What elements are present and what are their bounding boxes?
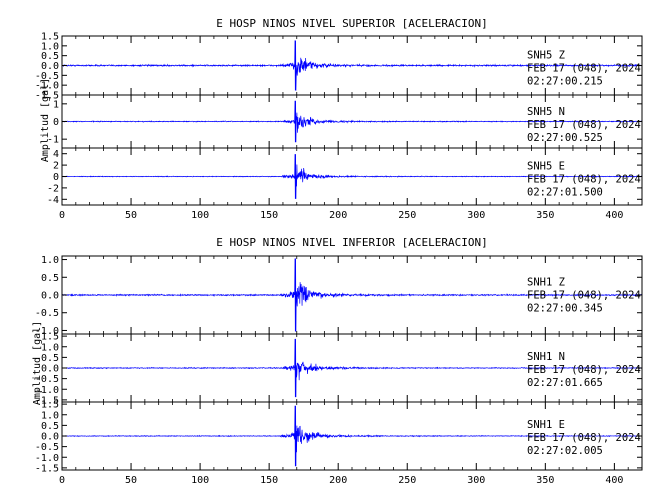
y-tick-label: 1.5 <box>41 32 59 43</box>
x-tick-label: 200 <box>329 210 347 221</box>
y-tick-label: 1.5 <box>41 332 59 343</box>
y-tick-label: 1.0 <box>41 255 59 266</box>
record-date: FEB 17 (048), 2024 <box>527 364 641 376</box>
y-tick-label: -1.5 <box>35 395 59 406</box>
station-name: SNH1 E <box>527 419 565 431</box>
record-date: FEB 17 (048), 2024 <box>527 290 641 302</box>
waveform-trace <box>61 100 643 143</box>
y-tick-label: 1.5 <box>41 400 59 411</box>
y-tick-label: -1 <box>47 135 59 146</box>
y-tick-label: 0.5 <box>41 273 59 284</box>
x-tick-label: 50 <box>125 210 137 221</box>
record-date: FEB 17 (048), 2024 <box>527 119 641 131</box>
x-tick-label: 150 <box>260 210 278 221</box>
y-tick-label: 0.0 <box>41 61 59 72</box>
y-tick-label: 1 <box>53 99 59 110</box>
y-tick-label: 0.0 <box>41 432 59 443</box>
y-tick-label: -0.5 <box>35 71 59 82</box>
y-tick-label: 0.5 <box>41 353 59 364</box>
record-time: 02:27:02.005 <box>527 445 603 457</box>
x-tick-label: 250 <box>398 210 416 221</box>
record-time: 02:27:01.500 <box>527 187 603 199</box>
y-tick-label: -0.5 <box>35 442 59 453</box>
x-tick-label: 300 <box>467 210 485 221</box>
waveform-trace <box>61 405 643 467</box>
y-tick-label: -1.5 <box>35 91 59 102</box>
waveform-trace <box>61 154 643 199</box>
y-tick-label: 1.0 <box>41 410 59 421</box>
x-tick-label: 0 <box>59 475 65 486</box>
text-layer: E HOSP NINOS NIVEL SUPERIOR [ACELERACION… <box>32 17 641 486</box>
x-tick-label: 50 <box>125 475 137 486</box>
chart-title: E HOSP NINOS NIVEL SUPERIOR [ACELERACION… <box>216 17 488 30</box>
y-tick-label: -2 <box>47 183 59 194</box>
x-tick-label: 350 <box>536 475 554 486</box>
x-tick-label: 150 <box>260 475 278 486</box>
y-tick-label: -1.0 <box>35 81 59 92</box>
station-name: SNH1 N <box>527 351 565 363</box>
x-tick-label: 100 <box>191 475 209 486</box>
axes-layer <box>61 35 643 471</box>
x-tick-label: 350 <box>536 210 554 221</box>
y-tick-label: 0.0 <box>41 291 59 302</box>
waveform-trace <box>61 338 643 398</box>
station-name: SNH5 N <box>527 106 565 118</box>
x-tick-label: 200 <box>329 475 347 486</box>
station-name: SNH1 Z <box>527 277 565 289</box>
y-tick-label: 1.0 <box>41 342 59 353</box>
waveform-trace <box>61 40 643 91</box>
station-name: SNH5 E <box>527 161 565 173</box>
record-time: 02:27:00.525 <box>527 132 603 144</box>
waveform-trace <box>61 258 643 332</box>
y-axis-label: Amplitud [gal] <box>40 78 51 162</box>
y-tick-label: -0.5 <box>35 308 59 319</box>
x-tick-label: 400 <box>605 475 623 486</box>
y-tick-label: -0.5 <box>35 374 59 385</box>
y-tick-label: -1.5 <box>35 463 59 474</box>
y-tick-label: -1.0 <box>35 385 59 396</box>
record-time: 02:27:01.665 <box>527 377 603 389</box>
record-time: 02:27:00.345 <box>527 303 603 315</box>
y-tick-label: 2 <box>53 161 59 172</box>
y-tick-label: 1.0 <box>41 41 59 52</box>
record-time: 02:27:00.215 <box>527 75 603 87</box>
y-tick-label: 0.5 <box>41 51 59 62</box>
station-name: SNH5 Z <box>527 49 565 61</box>
x-tick-label: 300 <box>467 475 485 486</box>
record-date: FEB 17 (048), 2024 <box>527 62 641 74</box>
y-tick-label: -1.0 <box>35 453 59 464</box>
y-tick-label: 0.5 <box>41 421 59 432</box>
y-tick-label: 0 <box>53 117 59 128</box>
x-tick-label: 0 <box>59 210 65 221</box>
x-tick-label: 250 <box>398 475 416 486</box>
y-tick-label: -1.0 <box>35 326 59 337</box>
record-date: FEB 17 (048), 2024 <box>527 432 641 444</box>
record-date: FEB 17 (048), 2024 <box>527 174 641 186</box>
y-axis-label: Amplitud [gal] <box>32 321 43 405</box>
y-tick-label: 4 <box>53 149 59 160</box>
x-tick-label: 400 <box>605 210 623 221</box>
y-tick-label: 0 <box>53 172 59 183</box>
y-tick-label: -4 <box>47 195 59 206</box>
x-tick-label: 100 <box>191 210 209 221</box>
chart-title: E HOSP NINOS NIVEL INFERIOR [ACELERACION… <box>216 236 488 249</box>
y-tick-label: 0.0 <box>41 364 59 375</box>
trace-layer <box>61 40 643 467</box>
